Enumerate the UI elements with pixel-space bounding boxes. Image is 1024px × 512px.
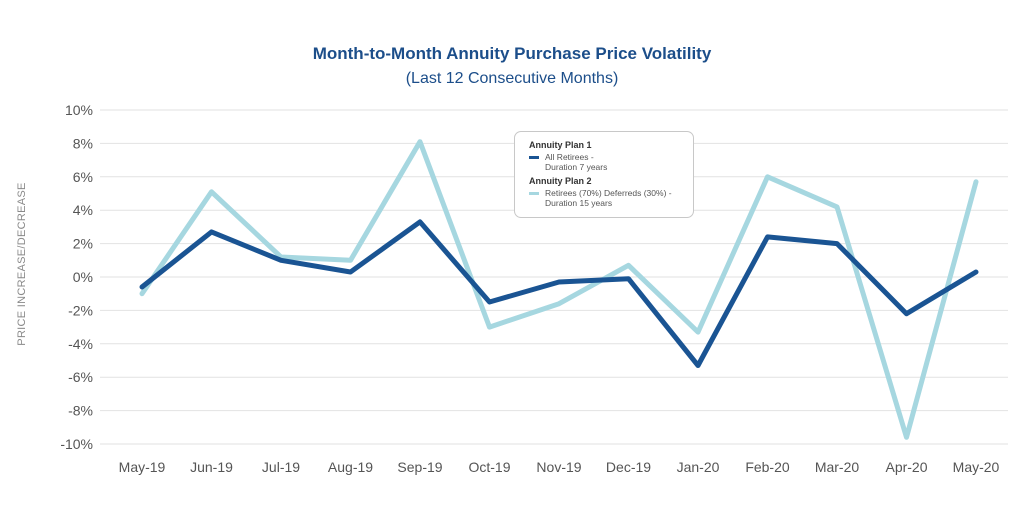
x-tick-label: May-19 — [119, 459, 166, 475]
series-lines — [139, 139, 979, 440]
series-line-2 — [139, 139, 979, 440]
x-tick-label: Aug-19 — [328, 459, 373, 475]
chart-subtitle: (Last 12 Consecutive Months) — [405, 70, 619, 87]
legend-label-2: Retirees (70%) Deferreds (30%) - Duratio… — [545, 188, 672, 208]
x-tick-label: Feb-20 — [745, 459, 790, 475]
x-tick-label: May-20 — [953, 459, 1000, 475]
legend-swatch-2 — [529, 192, 539, 195]
legend-group-2-title: Annuity Plan 2 — [529, 176, 592, 186]
legend-entry-2: Retirees (70%) Deferreds (30%) - Duratio… — [529, 188, 683, 208]
y-tick-label: 4% — [73, 202, 93, 218]
y-tick-labels: 10% 8% 6% 4% 2% 0% -2% -4% -6% -8% -10% — [60, 102, 93, 452]
legend-group-1-title: Annuity Plan 1 — [529, 140, 592, 150]
x-tick-label: Oct-19 — [468, 459, 510, 475]
y-tick-label: 0% — [73, 269, 93, 285]
legend: Annuity Plan 1 All Retirees - Duration 7… — [514, 131, 694, 218]
y-tick-label: -4% — [68, 336, 93, 352]
y-tick-label: 10% — [65, 102, 93, 118]
legend-label-1: All Retirees - Duration 7 years — [545, 152, 608, 172]
y-tick-label: 2% — [73, 236, 93, 252]
y-tick-label: -8% — [68, 403, 93, 419]
y-tick-label: 8% — [73, 135, 93, 151]
x-tick-label: Sep-19 — [397, 459, 442, 475]
series-line-1 — [139, 219, 979, 368]
chart-title: Month-to-Month Annuity Purchase Price Vo… — [312, 44, 712, 63]
grid-lines — [100, 109, 1008, 445]
legend-entry-1: All Retirees - Duration 7 years — [529, 152, 683, 172]
x-tick-label: Jul-19 — [262, 459, 300, 475]
legend-swatch-1 — [529, 156, 539, 159]
x-tick-label: Mar-20 — [815, 459, 860, 475]
x-tick-label: Nov-19 — [536, 459, 581, 475]
x-tick-labels: May-19 Jun-19 Jul-19 Aug-19 Sep-19 Oct-19 Nov-… — [119, 459, 1000, 475]
x-tick-label: Jan-20 — [677, 459, 720, 475]
y-tick-label: -6% — [68, 369, 93, 385]
x-tick-label: Jun-19 — [190, 459, 233, 475]
y-tick-label: 6% — [73, 169, 93, 185]
y-tick-label: -10% — [60, 436, 93, 452]
x-tick-label: Apr-20 — [885, 459, 927, 475]
x-tick-label: Dec-19 — [606, 459, 651, 475]
y-tick-label: -2% — [68, 302, 93, 318]
